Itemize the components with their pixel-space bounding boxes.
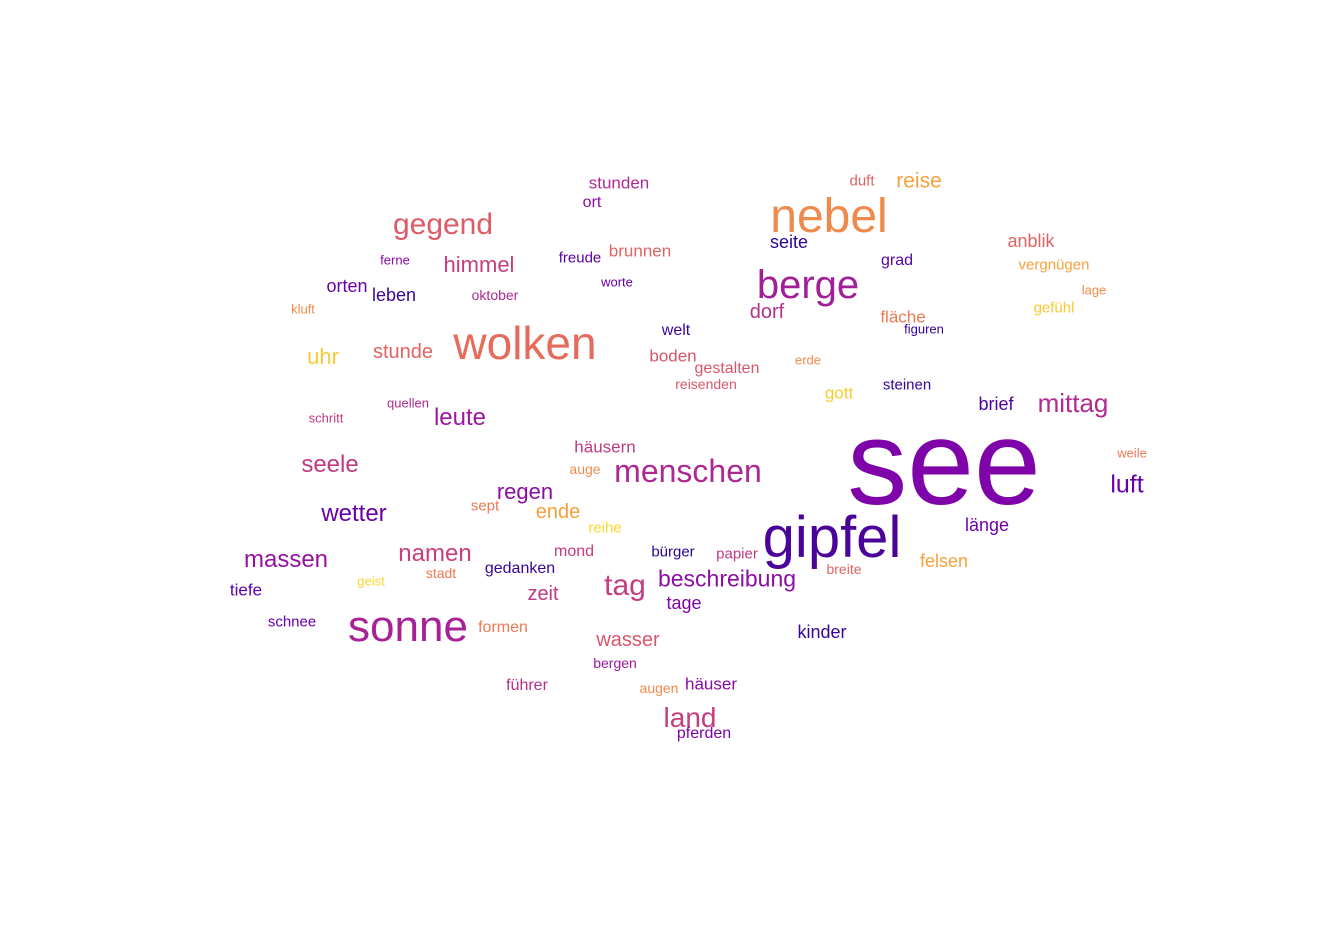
word-gegend: gegend (392, 208, 494, 241)
word-hauser: häuser (685, 674, 737, 694)
word-reise: reise (896, 169, 942, 193)
word-brief: brief (978, 394, 1014, 414)
word-gestalten: gestalten (694, 360, 760, 377)
word-zeit: zeit (527, 583, 559, 605)
word-dorf: dorf (749, 301, 785, 323)
word-reisenden: reisenden (675, 376, 737, 392)
word-mittag: mittag (1037, 388, 1109, 418)
word-stunden: stunden (588, 173, 650, 193)
word-ort: ort (582, 194, 602, 211)
word-fuhrer: führer (506, 677, 548, 694)
word-kinder: kinder (797, 622, 847, 642)
word-gott: gott (824, 383, 854, 403)
word-hausern: häusern (574, 437, 636, 457)
word-schnee: schnee (267, 613, 317, 631)
word-regen: regen (496, 479, 554, 504)
word-figuren: figuren (904, 321, 944, 337)
word-himmel: himmel (443, 252, 515, 277)
word-seele: seele (301, 451, 359, 478)
word-weile: weile (1117, 445, 1147, 461)
word-anblik: anblik (1007, 231, 1055, 251)
word-pferden: pferden (676, 725, 732, 742)
word-lange: länge (964, 515, 1010, 535)
word-stunde: stunde (372, 341, 434, 363)
word-wolken: wolken (453, 317, 597, 369)
word-breite: breite (826, 561, 862, 577)
word-bergen: bergen (593, 655, 637, 671)
word-wetter: wetter (321, 500, 387, 527)
word-formen: formen (478, 619, 528, 636)
word-geist: geist (357, 573, 385, 589)
word-tage: tage (666, 593, 702, 613)
word-grad: grad (880, 252, 914, 269)
word-flache: fläche (880, 307, 926, 327)
word-seite: seite (769, 232, 809, 252)
word-gipfel: gipfel (762, 505, 902, 570)
word-luft: luft (1110, 470, 1144, 499)
word-uhr: uhr (307, 344, 339, 369)
word-duft: duft (849, 172, 875, 190)
word-tiefe: tiefe (229, 580, 263, 600)
word-ende: ende (535, 501, 581, 523)
word-burger: bürger (651, 543, 695, 561)
word-sept: sept (470, 497, 500, 515)
word-kluft: kluft (291, 301, 315, 317)
word-boden: boden (649, 346, 697, 366)
word-tag: tag (604, 569, 646, 602)
word-felsen: felsen (919, 551, 969, 571)
word-oktober: oktober (471, 287, 519, 303)
word-welt: welt (661, 322, 691, 339)
word-menschen: menschen (614, 453, 762, 489)
word-orten: orten (326, 276, 368, 296)
word-steinen: steinen (882, 376, 932, 394)
word-beschreibung: beschreibung (657, 565, 797, 592)
word-quellen: quellen (387, 395, 429, 411)
word-mond: mond (553, 543, 595, 560)
word-see: see (847, 396, 1041, 530)
word-ferne: ferne (380, 252, 410, 268)
word-schritt: schritt (308, 410, 344, 426)
word-massen: massen (243, 546, 329, 573)
word-auge: auge (569, 461, 601, 477)
word-gefuhl: gefühl (1033, 299, 1075, 317)
word-leben: leben (371, 285, 417, 305)
word-papier: papier (716, 545, 758, 563)
word-erde: erde (794, 352, 822, 368)
word-sonne: sonne (348, 602, 468, 651)
word-land: land (663, 702, 717, 733)
word-vergnugen: vergnügen (1018, 256, 1090, 274)
word-freude: freude (558, 249, 602, 267)
word-leute: leute (433, 404, 487, 431)
word-worte: worte (601, 274, 633, 290)
word-stadt: stadt (425, 565, 457, 581)
word-reihe: reihe (588, 519, 622, 537)
word-berge: berge (756, 263, 860, 307)
word-wasser: wasser (596, 629, 660, 651)
word-augen: augen (639, 680, 679, 696)
word-nebel: nebel (770, 190, 888, 243)
word-lage: lage (1081, 282, 1107, 298)
word-gedanken: gedanken (484, 560, 556, 577)
word-namen: namen (398, 540, 472, 567)
word-brunnen: brunnen (608, 241, 672, 261)
